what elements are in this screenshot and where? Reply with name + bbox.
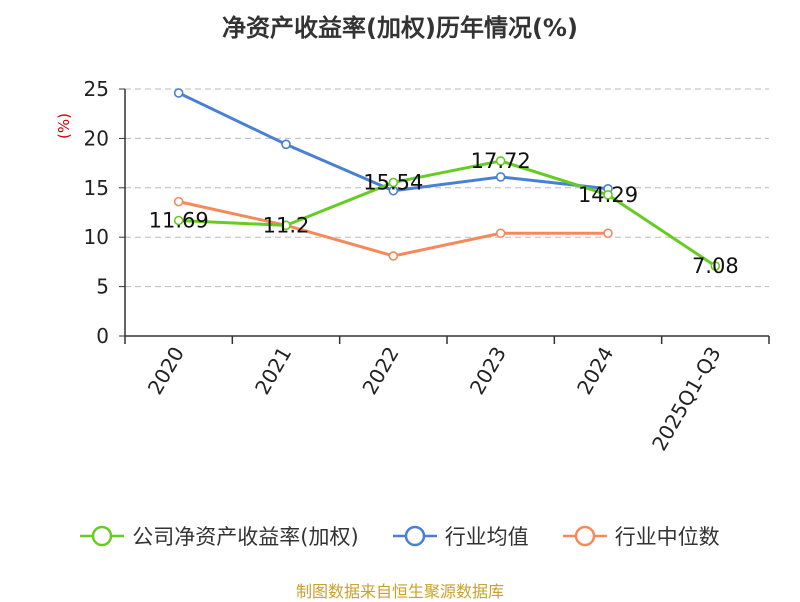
data-point <box>603 228 613 239</box>
series-line <box>178 200 608 258</box>
y-tick-label: 25 <box>84 77 109 101</box>
x-tick-label: 2022 <box>357 343 403 399</box>
series-line <box>178 159 717 268</box>
x-tick-label: 2021 <box>250 343 296 399</box>
x-tick-label: 2025Q1-Q3 <box>647 343 726 455</box>
y-tick-label: 5 <box>96 275 109 299</box>
legend-item[interactable]: 行业均值 <box>392 521 529 551</box>
data-label: 11.2 <box>263 213 310 237</box>
gridlines <box>125 88 769 288</box>
legend-label: 行业中位数 <box>614 525 720 549</box>
data-point <box>173 196 184 207</box>
data-label: 11.69 <box>149 209 209 233</box>
y-tick-label: 20 <box>84 126 109 150</box>
x-tick-label: 2023 <box>465 343 511 399</box>
data-point <box>495 156 506 166</box>
data-point <box>388 177 399 188</box>
data-label: 17.72 <box>471 149 531 173</box>
source-note: 制图数据来自恒生聚源数据库 <box>295 582 504 601</box>
data-point <box>495 228 506 239</box>
data-label: 7.08 <box>692 254 739 278</box>
legend: 公司净资产收益率(加权) 行业均值 行业中位数 <box>0 521 800 551</box>
data-point <box>281 220 291 231</box>
legend-marker-icon <box>80 525 125 547</box>
data-point <box>281 139 291 150</box>
y-axis-label: (%) <box>55 113 73 139</box>
data-point <box>603 190 613 200</box>
chart-title: 净资产收益率(加权)历年情况(%) <box>222 14 578 42</box>
data-point <box>173 215 184 226</box>
data-point <box>388 251 399 261</box>
data-point <box>710 261 721 271</box>
x-tick-label: 2024 <box>572 343 618 399</box>
legend-marker-icon <box>562 525 607 547</box>
y-tick-label: 10 <box>84 225 109 249</box>
x-tick-label: 2020 <box>143 343 189 399</box>
legend-marker-icon <box>392 525 437 547</box>
legend-item[interactable]: 行业中位数 <box>562 521 720 551</box>
data-labels: 11.69 11.2 15.54 17.72 14.29 7.08 <box>149 149 739 278</box>
legend-label: 行业均值 <box>444 525 529 549</box>
data-point <box>495 172 506 182</box>
series-lines <box>173 88 721 271</box>
data-point <box>173 88 184 98</box>
legend-item[interactable]: 公司净资产收益率(加权) <box>80 521 359 551</box>
axes: 0 5 10 15 20 25 2020 2021 2022 2023 2024 2025Q1-Q3 <box>84 77 770 455</box>
legend-label: 公司净资产收益率(加权) <box>132 525 359 549</box>
y-tick-label: 15 <box>84 176 109 200</box>
data-label: 15.54 <box>363 170 423 194</box>
y-tick-label: 0 <box>96 324 109 348</box>
data-label: 14.29 <box>578 183 638 207</box>
